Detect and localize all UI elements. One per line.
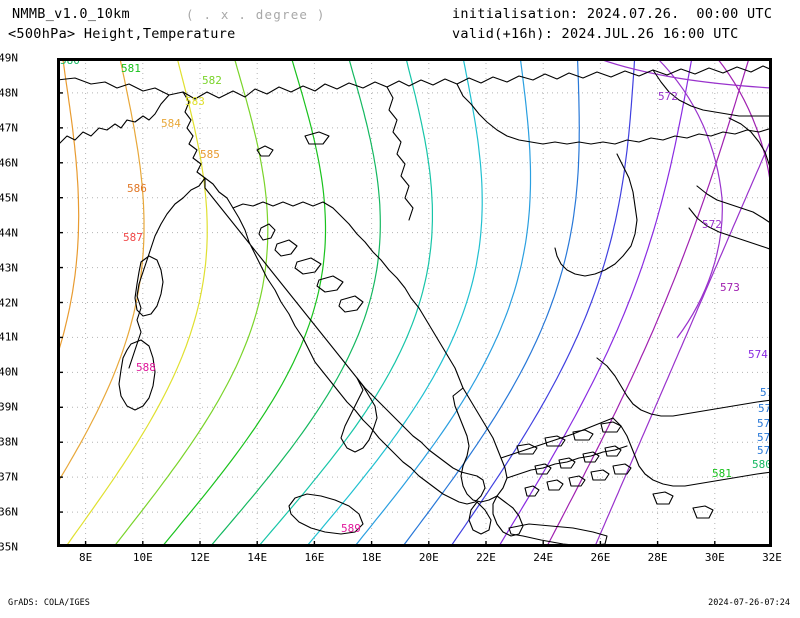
initialisation-time-label: initialisation: 2024.07.26. 00:00 UTC <box>452 6 773 22</box>
contour-label: 572 <box>658 90 678 103</box>
contour-label: 573 <box>720 281 740 294</box>
contour-label: 57 <box>758 402 771 415</box>
y-tick-41N: 41N <box>0 330 18 344</box>
contour-label: 585 <box>200 148 220 161</box>
x-tick-16E: 16E <box>304 551 325 564</box>
contour-label: 57 <box>757 444 770 457</box>
contour-line-581 <box>161 58 327 547</box>
y-tick-40N: 40N <box>0 365 18 379</box>
contour-label: 587 <box>123 231 143 244</box>
model-name-label: NMMB_v1.0_10km <box>12 6 130 22</box>
x-tick-32E: 32E <box>762 551 782 564</box>
x-tick-8E: 8E <box>78 551 93 564</box>
contour-label: 586 <box>127 182 147 195</box>
contour-line-low-center-0 <box>596 58 772 89</box>
y-tick-38N: 38N <box>0 435 18 449</box>
y-tick-49N: 49N <box>0 51 18 65</box>
contour-line-573 <box>546 58 750 547</box>
y-tick-39N: 39N <box>0 400 18 414</box>
x-tick-24E: 24E <box>533 551 554 564</box>
contour-label: 584 <box>161 117 181 130</box>
contour-label: 583 <box>185 95 205 108</box>
contour-label: 589 <box>341 522 361 535</box>
contour-line-578 <box>305 58 483 547</box>
contour-line-579 <box>257 58 433 547</box>
x-tick-14E: 14E <box>247 551 268 564</box>
level-variable-label: <500hPa> Height,Temperature <box>8 26 236 42</box>
contour-line-580 <box>209 58 381 547</box>
gridlines-group <box>57 58 772 547</box>
x-tick-28E: 28E <box>647 551 668 564</box>
y-tick-45N: 45N <box>0 191 18 205</box>
x-tick-10E: 10E <box>132 551 153 564</box>
y-tick-46N: 46N <box>0 156 18 170</box>
contour-label: 57 <box>760 386 772 399</box>
map-plot-area: 580 581 582 583 584 585 586 587 588 589 572 572 573 5… <box>57 58 772 547</box>
contour-label: 588 <box>136 361 156 374</box>
coastlines-group <box>57 65 772 547</box>
y-tick-35N: 35N <box>0 540 18 554</box>
y-tick-47N: 47N <box>0 121 18 135</box>
x-tick-12E: 12E <box>190 551 210 564</box>
x-tick-20E: 20E <box>418 551 439 564</box>
y-tick-42N: 42N <box>0 296 18 309</box>
units-label: ( . x . degree ) <box>186 7 326 22</box>
graphics-attribution-label: GrADS: COLA/IGES <box>8 598 90 608</box>
y-tick-37N: 37N <box>0 470 18 484</box>
contour-label: 581 <box>121 62 141 75</box>
contour-label: 57 <box>757 417 770 430</box>
valid-time-label: valid(+16h): 2024.JUL.26 16:00 UTC <box>452 26 739 42</box>
contour-label: 582 <box>202 74 222 87</box>
contour-line-582 <box>113 58 269 547</box>
contour-line-577 <box>353 58 532 547</box>
contour-label: 574 <box>748 348 768 361</box>
contour-line-low-center-2 <box>716 58 772 209</box>
render-timestamp-label: 2024-07-26-07:24 <box>708 598 790 608</box>
y-tick-48N: 48N <box>0 86 18 100</box>
y-tick-44N: 44N <box>0 226 18 240</box>
map-canvas: 580 581 582 583 584 585 586 587 588 589 572 572 573 5… <box>57 58 772 547</box>
contour-label: 57 <box>757 431 770 444</box>
contour-label: 581 <box>712 467 732 480</box>
contour-label: 580 <box>60 58 80 67</box>
y-tick-36N: 36N <box>0 505 18 519</box>
contour-line-575 <box>449 58 636 547</box>
contour-labels-group: 580 581 582 583 584 585 586 587 588 589 572 572 573 5… <box>60 58 772 535</box>
contour-label: 572 <box>702 218 722 231</box>
contour-line-low-center-1 <box>656 58 723 339</box>
x-tick-18E: 18E <box>361 551 382 564</box>
contour-line-583 <box>65 58 208 547</box>
contour-line-576 <box>401 58 580 547</box>
contour-label: 580 <box>752 458 772 471</box>
x-tick-30E: 30E <box>704 551 725 564</box>
x-tick-26E: 26E <box>590 551 611 564</box>
x-tick-22E: 22E <box>476 551 496 564</box>
y-tick-43N: 43N <box>0 261 18 275</box>
